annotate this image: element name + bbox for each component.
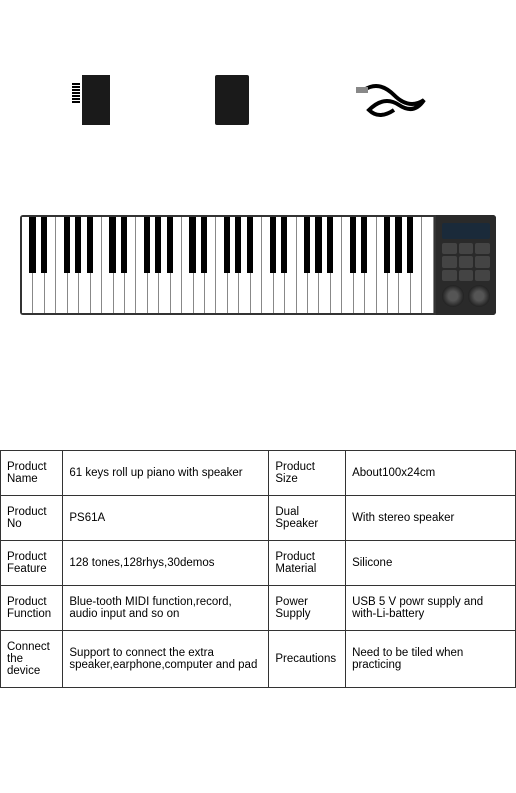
spec-value: PS61A <box>63 496 269 541</box>
white-key <box>182 217 193 313</box>
white-key <box>56 217 67 313</box>
spec-label: Precautions <box>269 631 346 688</box>
white-key <box>262 217 273 313</box>
white-key <box>102 217 113 313</box>
button-grid <box>442 243 490 281</box>
white-key <box>377 217 388 313</box>
black-key <box>121 217 127 273</box>
table-row: Product Name61 keys roll up piano with s… <box>1 451 516 496</box>
black-key <box>155 217 161 273</box>
manual-icon <box>82 75 110 125</box>
black-key <box>167 217 173 273</box>
speaker-left <box>442 285 464 307</box>
black-key <box>144 217 150 273</box>
black-key <box>41 217 47 273</box>
cable-accessory <box>354 75 434 125</box>
black-key <box>350 217 356 273</box>
spec-value: Support to connect the extra speaker,ear… <box>63 631 269 688</box>
black-key <box>235 217 241 273</box>
black-key <box>29 217 35 273</box>
white-key <box>342 217 353 313</box>
speaker-right <box>468 285 490 307</box>
spec-label: Product No <box>1 496 63 541</box>
black-key <box>64 217 70 273</box>
cable-icon <box>354 75 434 125</box>
piano-product-image <box>0 180 516 350</box>
table-row: Product NoPS61ADual SpeakerWith stereo s… <box>1 496 516 541</box>
black-key <box>247 217 253 273</box>
table-row: Product FunctionBlue-tooth MIDI function… <box>1 586 516 631</box>
black-key <box>281 217 287 273</box>
white-key <box>22 217 33 313</box>
table-row: Product Feature128 tones,128rhys,30demos… <box>1 541 516 586</box>
spec-value: USB 5 V powr supply and with-Li-battery <box>346 586 516 631</box>
battery-accessory <box>215 75 249 125</box>
white-key <box>136 217 147 313</box>
black-key <box>109 217 115 273</box>
spec-label: Connect the device <box>1 631 63 688</box>
white-key <box>422 217 433 313</box>
white-key <box>297 217 308 313</box>
manual-accessory <box>82 75 110 125</box>
black-key <box>87 217 93 273</box>
spec-value: Silicone <box>346 541 516 586</box>
spec-value: Need to be tiled when practicing <box>346 631 516 688</box>
spec-label: Power Supply <box>269 586 346 631</box>
white-key <box>216 217 227 313</box>
piano-body <box>20 215 496 315</box>
spec-value: With stereo speaker <box>346 496 516 541</box>
spec-label: Product Size <box>269 451 346 496</box>
spec-value: About100x24cm <box>346 451 516 496</box>
black-key <box>315 217 321 273</box>
black-key <box>75 217 81 273</box>
battery-icon <box>215 75 249 125</box>
black-key <box>224 217 230 273</box>
spec-value: Blue-tooth MIDI function,record, audio i… <box>63 586 269 631</box>
black-key <box>304 217 310 273</box>
black-key <box>327 217 333 273</box>
black-key <box>201 217 207 273</box>
black-key <box>384 217 390 273</box>
spec-label: Product Name <box>1 451 63 496</box>
spec-label: Product Function <box>1 586 63 631</box>
specifications-table: Product Name61 keys roll up piano with s… <box>0 450 516 688</box>
black-key <box>407 217 413 273</box>
black-key <box>270 217 276 273</box>
spec-value: 61 keys roll up piano with speaker <box>63 451 269 496</box>
spec-value: 128 tones,128rhys,30demos <box>63 541 269 586</box>
spec-label: Product Feature <box>1 541 63 586</box>
black-key <box>395 217 401 273</box>
lcd-screen <box>442 223 490 239</box>
keyboard <box>20 215 436 315</box>
spec-label: Dual Speaker <box>269 496 346 541</box>
control-panel <box>436 215 496 315</box>
speakers <box>442 285 490 307</box>
table-row: Connect the deviceSupport to connect the… <box>1 631 516 688</box>
black-key <box>361 217 367 273</box>
black-key <box>189 217 195 273</box>
accessories-row <box>0 0 516 180</box>
spec-label: Product Material <box>269 541 346 586</box>
